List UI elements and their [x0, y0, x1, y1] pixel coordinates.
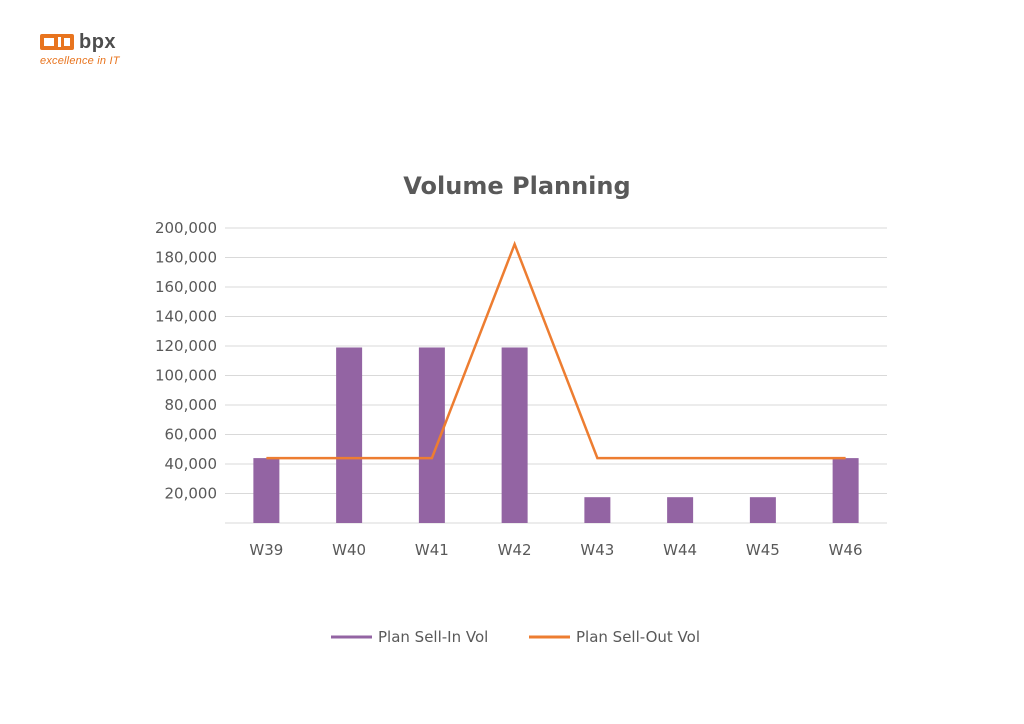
chart-legend: Plan Sell-In Vol Plan Sell-Out Vol: [331, 628, 700, 646]
sell-in-bars: [253, 347, 859, 523]
chart-title: Volume Planning: [403, 172, 630, 200]
brand-tagline: excellence in IT: [40, 55, 120, 67]
bar-w42: [501, 347, 528, 523]
brand-logo: bpx excellence in IT: [40, 32, 120, 67]
bar-w40: [336, 347, 363, 523]
x-tick-label: W46: [829, 541, 863, 559]
y-tick-label: 180,000: [155, 249, 217, 267]
y-tick-label: 40,000: [165, 455, 218, 473]
y-axis-labels: 20,000 40,000 60,000 80,000 100,000 120,000 14…: [155, 219, 217, 503]
x-tick-label: W45: [746, 541, 780, 559]
y-tick-label: 60,000: [165, 426, 218, 444]
bpx-logo-icon: [40, 34, 74, 50]
y-tick-label: 140,000: [155, 308, 217, 326]
bar-w39: [253, 458, 280, 523]
sell-out-series-line: [266, 240, 846, 460]
y-tick-label: 200,000: [155, 219, 217, 237]
brand-name: bpx: [79, 31, 117, 53]
y-tick-label: 100,000: [155, 367, 217, 385]
grid-lines: [225, 227, 887, 524]
legend-label-sell-out: Plan Sell-Out Vol: [576, 628, 700, 646]
bar-w44: [667, 497, 694, 523]
bar-w45: [749, 497, 776, 523]
bar-w46: [832, 458, 859, 523]
x-tick-label: W40: [332, 541, 366, 559]
x-tick-label: W42: [498, 541, 532, 559]
legend-label-sell-in: Plan Sell-In Vol: [378, 628, 488, 646]
x-tick-label: W41: [415, 541, 449, 559]
y-tick-label: 20,000: [165, 485, 218, 503]
x-tick-label: W44: [663, 541, 697, 559]
x-tick-label: W43: [580, 541, 614, 559]
x-tick-label: W39: [249, 541, 283, 559]
x-axis-labels: W39 W40 W41 W42 W43 W44 W45 W46: [249, 541, 862, 559]
y-tick-label: 160,000: [155, 278, 217, 296]
sell-out-line: [266, 240, 846, 460]
y-tick-label: 80,000: [165, 396, 218, 414]
bar-w43: [584, 497, 611, 523]
y-tick-label: 120,000: [155, 337, 217, 355]
